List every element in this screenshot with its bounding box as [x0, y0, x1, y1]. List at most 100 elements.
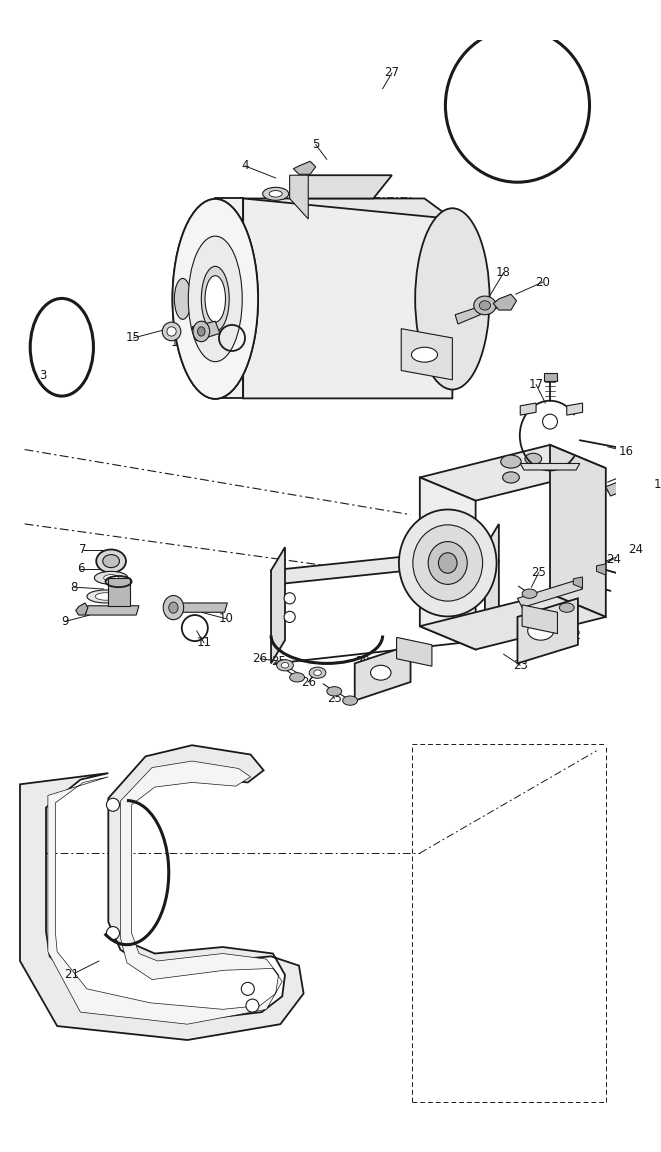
Polygon shape	[596, 564, 605, 575]
Polygon shape	[85, 606, 139, 615]
Text: 24: 24	[628, 544, 643, 556]
Polygon shape	[293, 161, 316, 174]
Ellipse shape	[173, 199, 258, 399]
Ellipse shape	[428, 541, 467, 584]
Polygon shape	[543, 373, 557, 380]
Circle shape	[284, 612, 295, 622]
Ellipse shape	[269, 190, 282, 197]
Polygon shape	[397, 637, 432, 666]
Polygon shape	[271, 547, 285, 664]
Ellipse shape	[415, 209, 490, 389]
Ellipse shape	[446, 29, 590, 182]
Ellipse shape	[411, 347, 438, 362]
Polygon shape	[620, 439, 641, 454]
Text: 10: 10	[219, 612, 234, 626]
Polygon shape	[518, 598, 578, 664]
Polygon shape	[605, 476, 639, 497]
Text: 23: 23	[513, 659, 527, 672]
Ellipse shape	[193, 321, 210, 342]
Text: 1: 1	[202, 211, 210, 223]
Circle shape	[543, 415, 557, 429]
Ellipse shape	[198, 327, 205, 336]
Polygon shape	[522, 605, 557, 634]
Text: 28: 28	[355, 655, 369, 668]
Ellipse shape	[522, 589, 537, 598]
Text: 4: 4	[241, 159, 249, 173]
Polygon shape	[215, 198, 452, 219]
Text: 19: 19	[447, 278, 463, 290]
Circle shape	[106, 798, 120, 811]
Ellipse shape	[30, 298, 93, 396]
Text: 18: 18	[496, 266, 511, 280]
Ellipse shape	[502, 472, 520, 483]
Text: 5: 5	[312, 138, 319, 151]
Polygon shape	[182, 279, 197, 323]
Circle shape	[241, 983, 254, 995]
Ellipse shape	[479, 301, 490, 310]
Polygon shape	[243, 198, 452, 399]
Ellipse shape	[399, 509, 496, 616]
Text: 14: 14	[208, 341, 223, 354]
Polygon shape	[192, 321, 220, 341]
Text: 9: 9	[61, 615, 68, 628]
Text: 17: 17	[529, 378, 543, 391]
Ellipse shape	[87, 590, 124, 602]
Text: 22: 22	[566, 629, 581, 642]
Ellipse shape	[342, 696, 358, 705]
Ellipse shape	[309, 667, 326, 679]
Polygon shape	[290, 175, 308, 219]
Text: 16: 16	[619, 445, 634, 457]
Ellipse shape	[371, 665, 391, 680]
Polygon shape	[20, 745, 303, 1040]
Ellipse shape	[188, 236, 242, 362]
Ellipse shape	[525, 453, 541, 464]
Polygon shape	[420, 593, 605, 650]
Ellipse shape	[474, 296, 496, 314]
Ellipse shape	[205, 275, 225, 323]
Ellipse shape	[175, 279, 191, 319]
Ellipse shape	[262, 188, 289, 200]
Ellipse shape	[188, 236, 242, 362]
Text: 25: 25	[531, 566, 546, 578]
Ellipse shape	[162, 323, 181, 341]
Ellipse shape	[95, 593, 116, 600]
Ellipse shape	[438, 553, 457, 574]
Polygon shape	[455, 308, 481, 324]
Polygon shape	[290, 175, 392, 198]
Circle shape	[246, 999, 259, 1013]
Polygon shape	[566, 403, 582, 415]
Text: 12: 12	[654, 478, 661, 492]
Ellipse shape	[202, 266, 229, 332]
Ellipse shape	[104, 575, 118, 581]
Text: 11: 11	[196, 636, 212, 650]
Text: 26: 26	[301, 675, 316, 689]
Text: 7: 7	[79, 544, 87, 556]
Polygon shape	[520, 403, 536, 415]
Text: 21: 21	[63, 969, 79, 982]
Text: 15: 15	[126, 332, 141, 344]
Ellipse shape	[97, 550, 126, 573]
Text: 20: 20	[535, 275, 550, 289]
Ellipse shape	[95, 571, 128, 584]
Polygon shape	[76, 602, 88, 615]
Ellipse shape	[102, 554, 120, 568]
Ellipse shape	[169, 602, 178, 613]
Ellipse shape	[163, 596, 184, 620]
Polygon shape	[573, 577, 582, 588]
Text: 23: 23	[356, 680, 371, 694]
Text: 25: 25	[327, 692, 342, 705]
Polygon shape	[48, 761, 282, 1024]
Polygon shape	[485, 524, 499, 641]
Polygon shape	[215, 198, 243, 399]
Polygon shape	[520, 463, 580, 470]
Ellipse shape	[173, 199, 258, 399]
Ellipse shape	[282, 662, 289, 668]
Text: 24: 24	[605, 553, 621, 566]
Circle shape	[284, 593, 295, 604]
Ellipse shape	[413, 525, 483, 601]
Text: 13: 13	[171, 336, 186, 349]
Text: 3: 3	[40, 369, 47, 381]
Polygon shape	[108, 578, 130, 606]
Polygon shape	[355, 645, 410, 700]
Ellipse shape	[314, 670, 321, 675]
